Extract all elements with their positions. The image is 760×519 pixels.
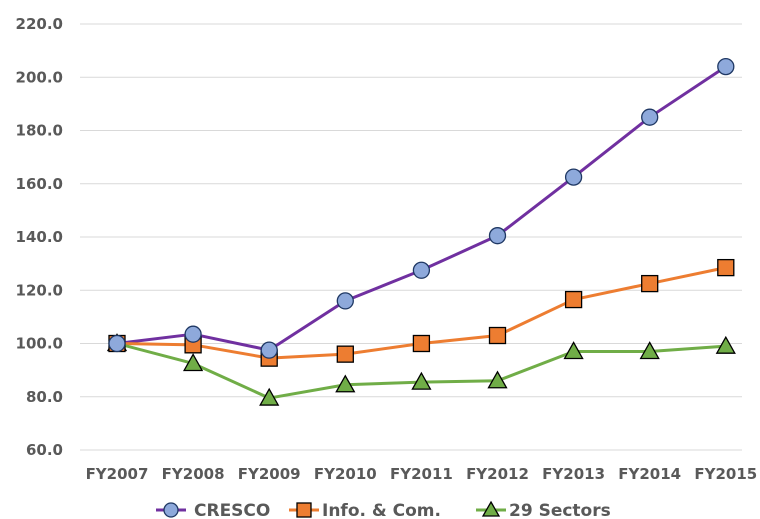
x-tick-label: FY2007 [86,465,149,483]
square-marker [717,258,735,277]
x-tick-label: FY2011 [390,465,453,483]
triangle-marker [487,370,508,389]
gridlines [80,23,742,451]
x-tick-label: FY2010 [314,465,377,483]
legend: CRESCO Info. & Com. 29 Sectors [156,500,611,519]
y-tick-label: 220.0 [16,15,63,33]
y-tick-label: 200.0 [16,68,63,86]
y-tick-label: 80.0 [26,388,63,406]
legend-label: Info. & Com. [322,501,441,519]
triangle-marker [715,335,736,354]
x-tick-label: FY2013 [542,465,605,483]
legend-label: 29 Sectors [509,501,611,519]
circle-marker [641,108,659,126]
triangle-marker [563,341,584,360]
y-tick-label: 120.0 [16,281,63,299]
y-tick-label: 180.0 [16,122,63,140]
x-tick-label: FY2012 [466,465,529,483]
square-marker [641,274,659,293]
triangle-marker [182,353,204,372]
circle-marker [184,325,202,343]
square-marker [564,290,583,309]
triangle-marker [639,341,660,360]
legend-square-marker [296,502,312,518]
y-tick-label: 60.0 [26,441,63,459]
square-marker [412,334,431,353]
series-line [115,65,728,352]
x-tick-label: FY2009 [238,465,301,483]
circle-marker [412,261,431,279]
circle-marker [564,168,583,186]
legend-label: CRESCO [194,501,270,519]
triangle-marker [335,374,356,393]
x-tick-label: FY2014 [618,465,681,483]
legend-triangle-marker [481,500,501,517]
circle-marker [488,227,507,245]
y-axis: 60.0 80.0 100.0 120.0 140.0 160.0 180.0 200.0 22… [16,15,63,459]
legend-circle-marker [163,502,179,518]
circle-marker [717,57,735,76]
circle-marker [336,292,354,310]
y-tick-label: 100.0 [16,335,63,353]
circle-marker [260,341,278,359]
triangle-marker [411,371,432,390]
y-tick-label: 140.0 [16,228,63,246]
x-tick-label: FY2008 [162,465,225,483]
square-marker [336,345,354,363]
x-tick-label: FY2015 [694,465,757,483]
series-markers [106,57,736,406]
triangle-marker [259,387,280,406]
x-axis: FY2007 FY2008 FY2009 FY2010 FY2011 FY2012 FY20… [86,465,758,483]
square-marker [488,326,507,345]
circle-marker [108,334,126,353]
y-tick-label: 160.0 [16,175,63,193]
